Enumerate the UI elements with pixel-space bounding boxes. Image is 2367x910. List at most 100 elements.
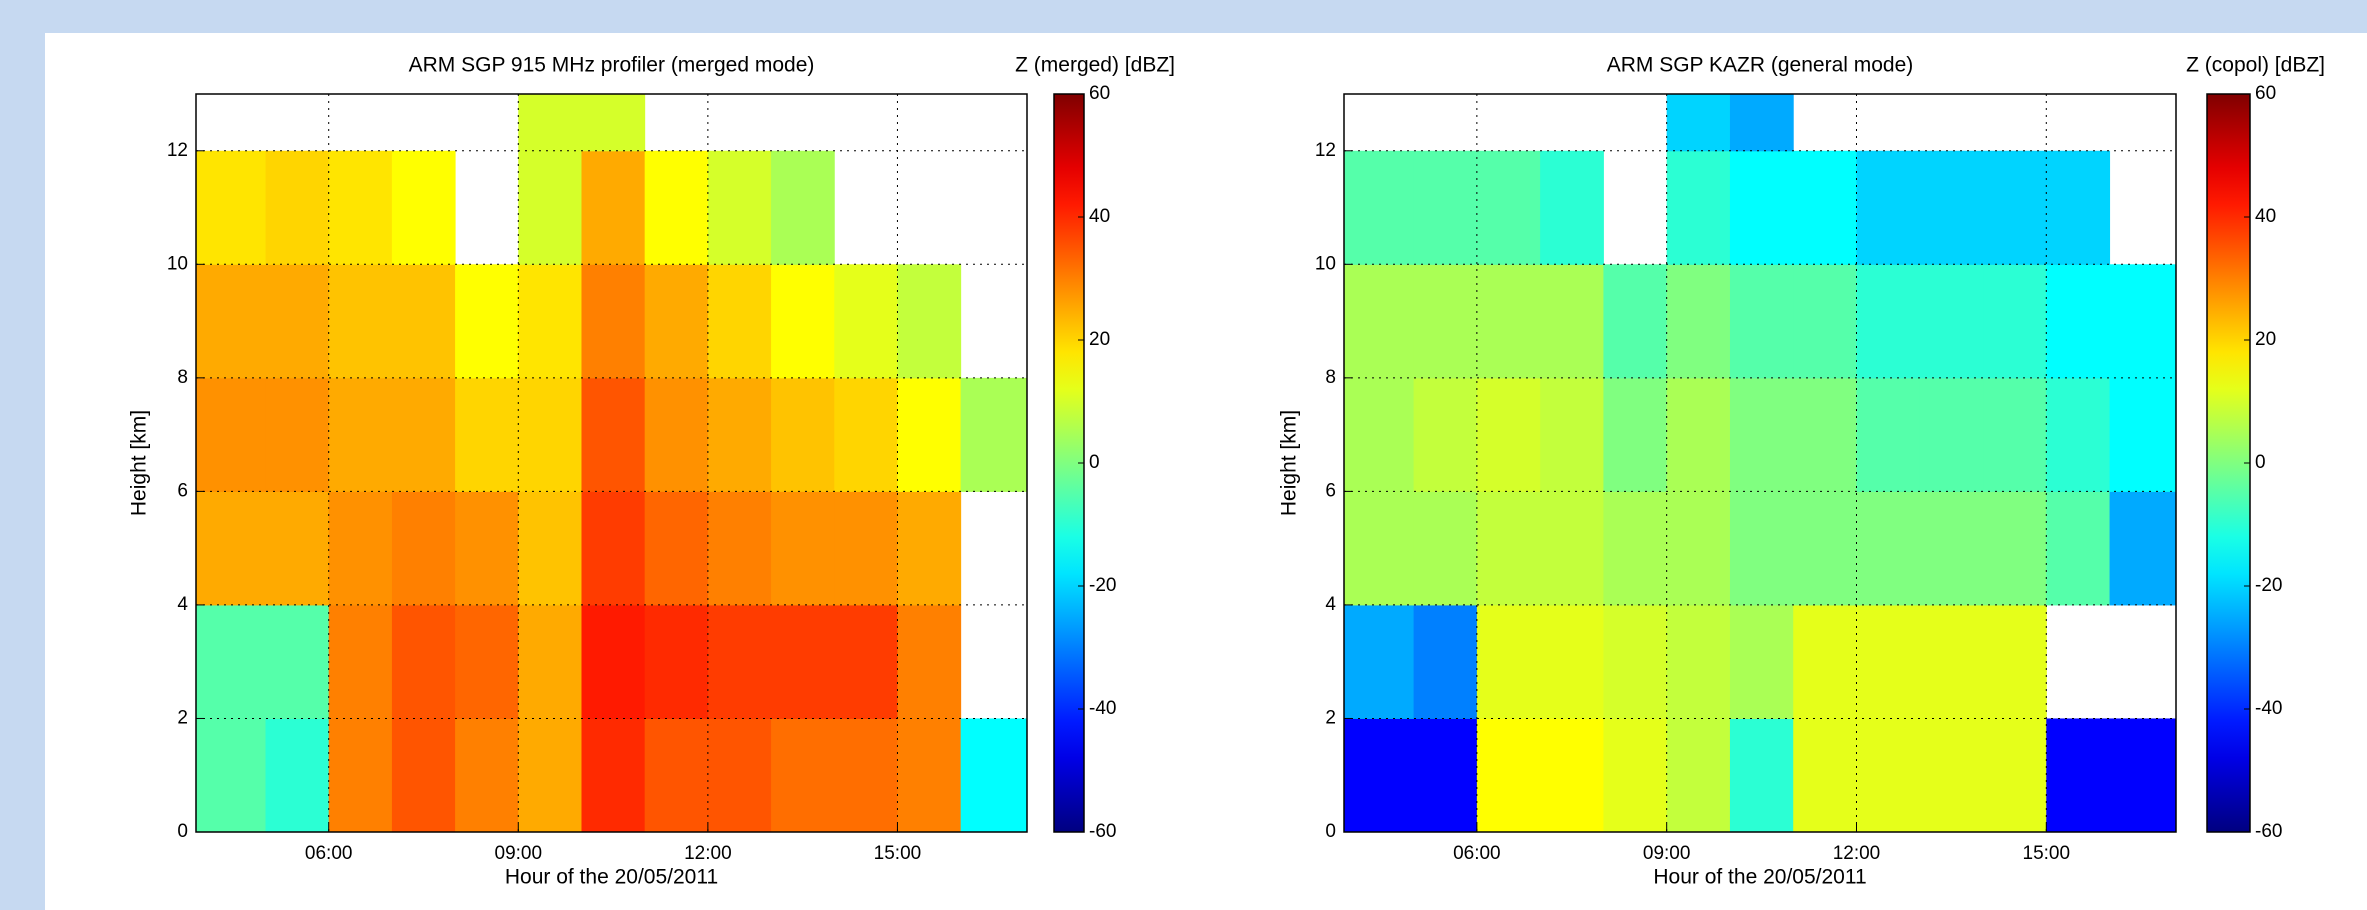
heatmap-cell	[1729, 150, 1794, 265]
heatmap-cell	[328, 604, 393, 719]
heatmap-cell	[1344, 264, 1415, 379]
heatmap-cell	[1476, 150, 1541, 265]
heatmap-cell	[455, 718, 519, 833]
heatmap-cell	[1344, 604, 1415, 719]
x-tick-label: 12:00	[684, 843, 732, 864]
heatmap-cell	[1540, 718, 1604, 833]
heatmap-cell	[328, 491, 393, 606]
heatmap-cell	[1919, 718, 1984, 833]
heatmap-cell	[1793, 377, 1857, 492]
colorbar-title: Z (merged) [dBZ]	[1015, 54, 1175, 77]
heatmap-cell	[707, 377, 772, 492]
heatmap-cell	[265, 264, 330, 379]
heatmap-cell	[2046, 718, 2111, 833]
heatmap-cell	[1603, 264, 1668, 379]
heatmap-cell	[1476, 491, 1541, 606]
heatmap-cell	[1413, 718, 1478, 833]
heatmap-cell	[265, 491, 330, 606]
heatmap-cell	[581, 718, 646, 833]
heatmap-cell	[1983, 377, 2047, 492]
heatmap-cell	[328, 377, 393, 492]
heatmap-cell	[1603, 491, 1668, 606]
heatmap-cell	[1729, 491, 1794, 606]
heatmap-cell	[1540, 491, 1604, 606]
colorbar-tick-label: -20	[2255, 575, 2282, 596]
heatmap-cell	[1413, 150, 1478, 265]
heatmap-cell	[1919, 491, 1984, 606]
heatmap-cell	[1540, 150, 1604, 265]
heatmap-cell	[1666, 377, 1731, 492]
heatmap-cell	[1413, 377, 1478, 492]
heatmap-cell	[455, 491, 519, 606]
axes-box	[1343, 93, 2177, 833]
heatmap-cell	[1603, 718, 1668, 833]
heatmap-cell	[1603, 377, 1668, 492]
heatmap-cell	[1856, 377, 1921, 492]
heatmap-cell	[1919, 604, 1984, 719]
heatmap-cell	[1729, 94, 1794, 152]
heatmap-cell	[960, 718, 1028, 833]
heatmap-cell	[771, 718, 835, 833]
heatmap-cell	[1540, 264, 1604, 379]
axes-box	[195, 93, 1028, 833]
heatmap-cell	[834, 264, 898, 379]
x-tick-label: 09:00	[495, 843, 543, 864]
heatmap-cell	[1476, 377, 1541, 492]
heatmap-cell	[196, 718, 267, 833]
heatmap-cell	[196, 604, 267, 719]
heatmap-cell	[196, 150, 267, 265]
colorbar-tick-label: 40	[1089, 206, 1110, 227]
heatmap-cell	[265, 718, 330, 833]
heatmap-cell	[518, 718, 582, 833]
colorbar-tick-label: 40	[2255, 206, 2276, 227]
heatmap-cell	[391, 377, 456, 492]
x-tick-label: 15:00	[2023, 843, 2071, 864]
heatmap-cell	[1603, 604, 1668, 719]
heatmap-cell	[328, 718, 393, 833]
heatmap-cell	[196, 377, 267, 492]
heatmap-cell	[1729, 264, 1794, 379]
heatmap-cell	[771, 491, 835, 606]
heatmap-cell	[1666, 150, 1731, 265]
x-axis-label: Hour of the 20/05/2011	[1653, 866, 1866, 889]
y-tick-label: 12	[1315, 140, 1336, 161]
heatmap-cell	[1476, 604, 1541, 719]
colorbar-tick-label: -40	[1089, 698, 1116, 719]
y-tick-label: 6	[177, 480, 188, 501]
heatmap-cell	[644, 150, 709, 265]
heatmap-cell	[518, 264, 582, 379]
heatmap-cell	[518, 150, 582, 265]
heatmap-cell	[265, 604, 330, 719]
colorbar-tick-label: -40	[2255, 698, 2282, 719]
heatmap-cell	[518, 94, 582, 152]
heatmap-cell	[196, 264, 267, 379]
heatmap-cell	[644, 604, 709, 719]
heatmap-cell	[834, 491, 898, 606]
colorbar-tick-label: 0	[2255, 452, 2266, 473]
heatmap-cell	[707, 718, 772, 833]
heatmap-cell	[2109, 264, 2177, 379]
heatmap-cell	[644, 718, 709, 833]
heatmap-cell	[1793, 491, 1857, 606]
x-tick-label: 06:00	[1453, 843, 1501, 864]
heatmap-cell	[1856, 604, 1921, 719]
heatmap-cell	[391, 718, 456, 833]
heatmap-cell	[1983, 491, 2047, 606]
x-tick-label: 06:00	[305, 843, 353, 864]
heatmap-cell	[897, 604, 962, 719]
heatmap-cell	[1413, 604, 1478, 719]
heatmap-cell	[455, 264, 519, 379]
heatmap-cell	[1344, 150, 1415, 265]
heatmap-cell	[1919, 150, 1984, 265]
heatmap-cell	[1476, 718, 1541, 833]
y-axis-label: Height [km]	[1278, 410, 1301, 516]
heatmap-cell	[1919, 264, 1984, 379]
heatmap-cell	[2046, 491, 2111, 606]
heatmap-cell	[897, 491, 962, 606]
y-tick-label: 4	[1325, 594, 1336, 615]
y-tick-label: 8	[1325, 367, 1336, 388]
heatmap-cell	[1856, 718, 1921, 833]
heatmap-cell	[1856, 264, 1921, 379]
heatmap-cell	[1344, 377, 1415, 492]
heatmap-cell	[581, 491, 646, 606]
